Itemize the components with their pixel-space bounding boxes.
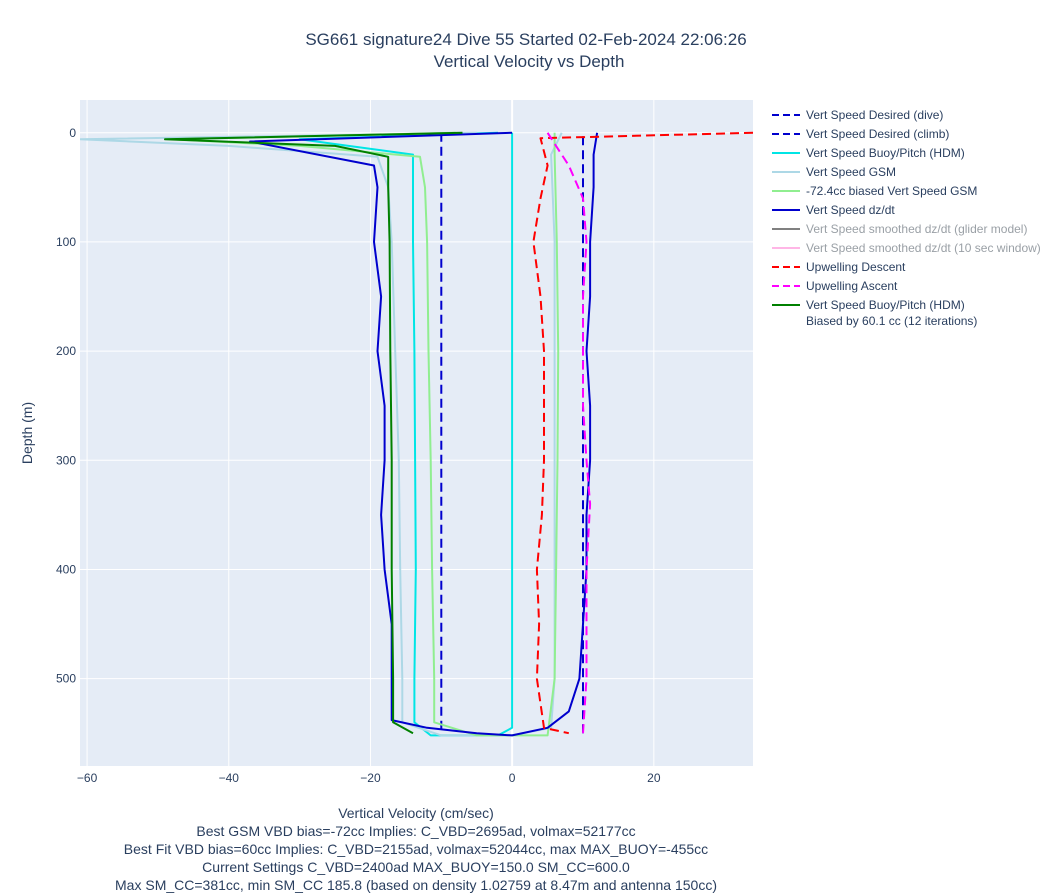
traces bbox=[80, 131, 753, 737]
x-tick-labels: −60 −40 −20 0 20 bbox=[77, 771, 661, 785]
fit-note: Max SM_CC=381cc, min SM_CC 185.8 (based … bbox=[115, 877, 717, 893]
legend-label[interactable]: Upwelling Ascent bbox=[806, 279, 898, 293]
legend-label[interactable]: Vert Speed Desired (dive) bbox=[806, 108, 943, 122]
y-tick-label: 100 bbox=[56, 235, 76, 249]
x-axis-title: Vertical Velocity (cm/sec) bbox=[338, 805, 494, 821]
x-tick-label: −60 bbox=[77, 771, 98, 785]
legend: Vert Speed Desired (dive) Vert Speed Desi… bbox=[772, 108, 1041, 328]
legend-label[interactable]: Vert Speed Buoy/Pitch (HDM) Biased by 60.… bbox=[806, 298, 977, 328]
chart-title: SG661 signature24 Dive 55 Started 02-Feb… bbox=[305, 30, 746, 49]
series-line bbox=[249, 131, 599, 737]
series-line bbox=[80, 131, 563, 737]
chart-subtitle: Vertical Velocity vs Depth bbox=[434, 52, 625, 71]
fit-note: Current Settings C_VBD=2400ad MAX_BUOY=1… bbox=[202, 859, 630, 875]
fit-note: Best Fit VBD bias=60cc Implies: C_VBD=21… bbox=[124, 841, 708, 857]
plot-clip bbox=[80, 131, 753, 737]
legend-label[interactable]: Vert Speed dz/dt bbox=[806, 203, 895, 217]
series-line bbox=[164, 131, 463, 735]
legend-label[interactable]: Vert Speed Desired (climb) bbox=[806, 127, 949, 141]
y-tick-label: 400 bbox=[56, 562, 76, 576]
y-tick-label: 300 bbox=[56, 453, 76, 467]
legend-label[interactable]: -72.4cc biased Vert Speed GSM bbox=[806, 184, 977, 198]
fit-notes: Best GSM VBD bias=-72cc Implies: C_VBD=2… bbox=[115, 823, 717, 893]
x-tick-label: 0 bbox=[509, 771, 516, 785]
y-tick-labels: 0 100 200 300 400 500 bbox=[56, 126, 76, 686]
series-line bbox=[546, 132, 592, 734]
x-tick-label: −40 bbox=[219, 771, 240, 785]
series-line bbox=[532, 131, 753, 735]
legend-label[interactable]: Vert Speed GSM bbox=[806, 165, 896, 179]
x-tick-label: 20 bbox=[647, 771, 661, 785]
y-tick-label: 200 bbox=[56, 344, 76, 358]
series-line bbox=[171, 131, 560, 737]
legend-label[interactable]: Vert Speed smoothed dz/dt (10 sec window… bbox=[806, 241, 1041, 255]
legend-label[interactable]: Upwelling Descent bbox=[806, 260, 906, 274]
x-tick-label: −20 bbox=[360, 771, 381, 785]
y-axis-title: Depth (m) bbox=[19, 402, 35, 464]
fit-note: Best GSM VBD bias=-72cc Implies: C_VBD=2… bbox=[196, 823, 635, 839]
plot-area bbox=[80, 100, 753, 766]
legend-label[interactable]: Vert Speed Buoy/Pitch (HDM) bbox=[806, 146, 965, 160]
y-tick-label: 500 bbox=[56, 672, 76, 686]
y-tick-label: 0 bbox=[69, 126, 76, 140]
legend-label[interactable]: Vert Speed smoothed dz/dt (glider model) bbox=[806, 222, 1027, 236]
